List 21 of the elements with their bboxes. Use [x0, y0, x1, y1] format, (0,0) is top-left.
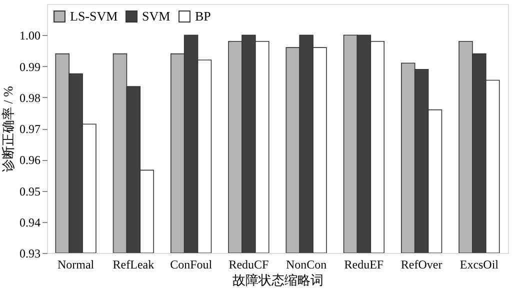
y-axis-title: 诊断正确率 / % — [0, 86, 16, 172]
y-tick-label: 0.94 — [20, 215, 40, 230]
legend-label: BP — [195, 8, 211, 24]
legend-label: SVM — [142, 8, 171, 24]
y-tick-label: 0.97 — [20, 122, 40, 136]
y-tick-label: 1.00 — [20, 28, 40, 43]
x-tick-label: ExcsOil — [460, 258, 500, 272]
x-tick-label: RefOver — [400, 258, 442, 272]
y-tick-label: 0.96 — [20, 153, 40, 168]
x-tick-label: Normal — [57, 258, 95, 272]
x-tick-label: ReduCF — [228, 258, 270, 272]
x-tick-label: ConFoul — [170, 258, 213, 272]
y-tick-label: 0.95 — [20, 184, 40, 198]
y-tick-label: 0.98 — [20, 90, 40, 105]
y-tick-label: 0.93 — [20, 246, 40, 260]
x-axis-title: 故障状态缩略词 — [232, 272, 324, 288]
x-tick-label: ReduEF — [344, 258, 384, 272]
x-tick-label: RefLeak — [112, 258, 154, 272]
legend-label: LS-SVM — [70, 8, 118, 24]
x-tick-label: NonCon — [286, 258, 327, 272]
y-tick-label: 0.99 — [20, 60, 40, 74]
